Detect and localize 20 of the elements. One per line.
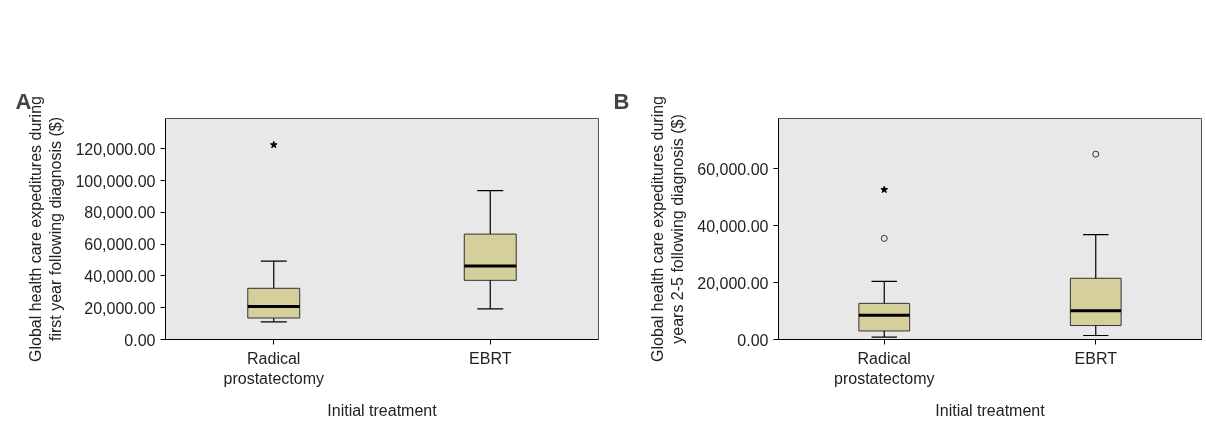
y-tick-label: 0.00 <box>737 331 769 349</box>
y-tick-label: 40,000.00 <box>84 267 156 285</box>
y-tick-label: 40,000.00 <box>697 217 769 235</box>
chart-title: B <box>613 88 630 114</box>
x-axis-title: Initial treatment <box>935 401 1046 419</box>
chart-title: A <box>15 88 32 114</box>
y-tick-label: 20,000.00 <box>84 299 156 317</box>
y-tick-label: 100,000.00 <box>75 172 156 190</box>
x-tick-label: Radical prostatectomy <box>834 349 935 387</box>
x-tick-label: EBRT <box>1074 349 1118 367</box>
y-tick-label: 20,000.00 <box>697 274 769 292</box>
y-tick-label: 120,000.00 <box>75 140 156 158</box>
x-axis-title: Initial treatment <box>327 401 438 419</box>
y-tick-label: 0.00 <box>124 331 156 349</box>
y-tick-label: 60,000.00 <box>697 160 769 178</box>
x-tick-label: Radical prostatectomy <box>223 349 324 387</box>
y-tick-label: 80,000.00 <box>84 204 156 222</box>
x-tick-label: EBRT <box>469 349 512 367</box>
y-tick-label: 60,000.00 <box>84 236 156 254</box>
y-axis-title: Global health care expeditures during years 2-5 following diagnosis ($) <box>648 96 687 362</box>
